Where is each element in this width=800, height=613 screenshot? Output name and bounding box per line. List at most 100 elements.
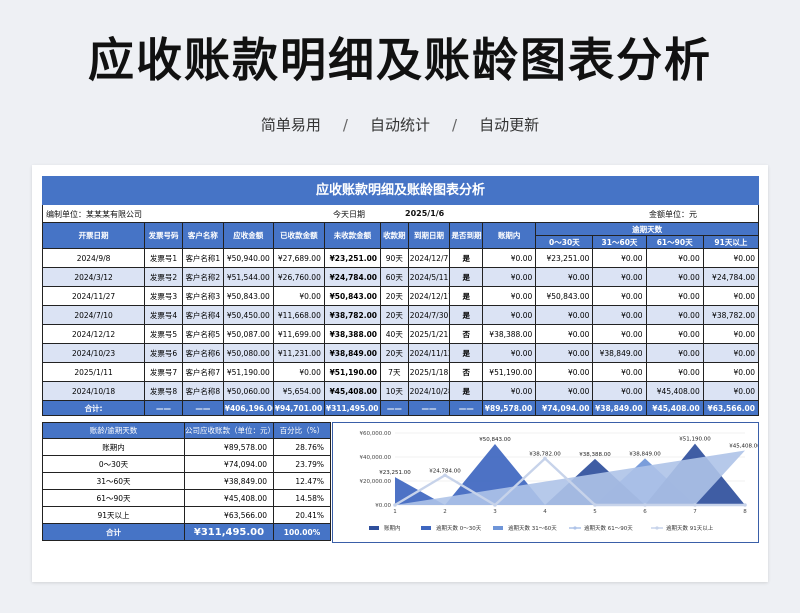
total-cell: ¥94,701.00 <box>272 400 325 416</box>
col-header-overdue: 逾期天数 <box>535 222 759 236</box>
page-title: 应收账款明细及账龄图表分析 <box>88 33 712 87</box>
table-cell: 客户名称3 <box>181 286 224 306</box>
table-cell: 10天 <box>380 381 409 401</box>
sum-header: 账龄/逾期天数 <box>42 422 185 439</box>
table-row: 2025/1/11 发票号7 客户名称7 ¥51,190.00 ¥0.00 ¥51,190… <box>41 362 760 382</box>
table-cell: 客户名称5 <box>181 324 224 344</box>
x-tick-label: 5 <box>593 509 597 515</box>
col-header-aging: 91天以上 <box>702 235 760 249</box>
legend-swatch-point <box>573 526 577 530</box>
today-label: 今天日期 <box>333 210 365 219</box>
aging-chart: ¥0.00 ¥20,000.00 ¥40,000.00 ¥60,000.00 1 2 3 4 5… <box>332 422 759 543</box>
table-cell: 2024/10/18 <box>41 381 146 401</box>
summary-cell: ¥63,566.00 <box>184 506 274 524</box>
table-cell: ¥50,843.00 <box>222 286 274 306</box>
table-cell: ¥38,388.00 <box>323 324 382 344</box>
summary-cell: ¥45,408.00 <box>184 489 274 507</box>
table-cell: 2024/9/8 <box>41 248 146 268</box>
org-label: 编制单位：某某某有限公司 <box>46 210 142 219</box>
spreadsheet-preview: 应收账款明细及账龄图表分析 编制单位：某某某有限公司 今天日期 2025/1/6… <box>32 165 768 582</box>
table-cell: ¥50,843.00 <box>535 286 594 306</box>
table-cell: ¥51,190.00 <box>482 362 537 382</box>
series-point <box>593 503 597 507</box>
table-cell: 是 <box>449 267 484 287</box>
legend-label: 逾期天数 31～60天 <box>508 524 557 532</box>
x-tick-label: 3 <box>493 509 497 515</box>
table-cell: ¥50,087.00 <box>222 324 274 344</box>
table-cell: 2024/12/12 <box>41 324 146 344</box>
table-cell: 发票号7 <box>144 362 183 382</box>
table-cell: ¥0.00 <box>592 305 647 325</box>
table-cell: ¥45,408.00 <box>323 381 382 401</box>
table-cell: 2024/3/12 <box>41 267 146 287</box>
table-cell: 发票号3 <box>144 286 183 306</box>
table-row: 2024/7/10 发票号4 客户名称4 ¥50,450.00 ¥11,668.00 ¥3… <box>41 305 760 325</box>
table-cell: ¥0.00 <box>702 362 760 382</box>
table-cell: 90天 <box>380 248 409 268</box>
table-cell: 20天 <box>380 286 409 306</box>
y-tick-label: ¥60,000.00 <box>360 431 392 437</box>
series-point <box>443 473 447 478</box>
table-cell: 否 <box>449 324 484 344</box>
table-cell: ¥50,080.00 <box>222 343 274 363</box>
x-tick-label: 1 <box>393 509 397 515</box>
table-cell: ¥0.00 <box>482 305 537 325</box>
series-point <box>493 503 497 507</box>
table-cell: ¥50,940.00 <box>222 248 274 268</box>
total-cell: —— <box>181 400 224 416</box>
x-tick-label: 2 <box>443 509 447 515</box>
data-label: ¥45,408.00 <box>729 444 758 450</box>
aging-summary-table: 账龄/逾期天数 公司应收账款（单位：元） 百分比（%） 账期内 ¥89,578.0… <box>42 422 331 541</box>
table-cell: 2025/1/21 <box>407 324 451 344</box>
table-cell: 2025/1/11 <box>41 362 146 382</box>
total-cell: ¥406,196.00 <box>222 400 274 416</box>
table-cell: ¥0.00 <box>535 343 594 363</box>
table-total-row: 合计: —— —— ¥406,196.00 ¥94,701.00 ¥311,495.00—… <box>41 400 760 416</box>
table-row: 2024/11/27 发票号3 客户名称3 ¥50,843.00 ¥0.00 ¥50,84… <box>41 286 760 306</box>
col-header: 账期内 <box>482 222 537 249</box>
summary-cell: 20.41% <box>273 506 331 524</box>
legend-swatch-point <box>655 526 659 530</box>
table-cell: ¥0.00 <box>272 286 325 306</box>
sum-total-percent: 100.00% <box>273 523 331 541</box>
table-cell: ¥0.00 <box>535 267 594 287</box>
summary-cell: 12.47% <box>273 472 331 490</box>
data-label: ¥23,251.00 <box>379 470 411 476</box>
table-cell: 是 <box>449 305 484 325</box>
table-cell: ¥0.00 <box>702 343 760 363</box>
tag-auto-stat: 自动统计 <box>369 116 430 134</box>
separator: / <box>452 116 458 134</box>
data-label: ¥38,388.00 <box>579 452 611 458</box>
table-cell: ¥0.00 <box>535 324 594 344</box>
table-cell: ¥0.00 <box>592 381 647 401</box>
table-cell: 客户名称4 <box>181 305 224 325</box>
table-cell: 2024/12/17 <box>407 286 451 306</box>
table-cell: 60天 <box>380 267 409 287</box>
table-cell: 客户名称6 <box>181 343 224 363</box>
x-tick-label: 4 <box>543 509 547 515</box>
data-label: ¥51,190.00 <box>679 437 711 443</box>
col-header: 发票号码 <box>144 222 183 249</box>
table-cell: 否 <box>449 362 484 382</box>
y-tick-label: ¥0.00 <box>375 503 391 509</box>
line-series <box>394 456 745 507</box>
summary-cell: 账期内 <box>42 438 185 456</box>
table-cell: ¥0.00 <box>482 286 537 306</box>
data-label: ¥24,784.00 <box>429 468 461 474</box>
table-cell: ¥0.00 <box>592 248 647 268</box>
table-cell: ¥0.00 <box>592 286 647 306</box>
table-cell: 40天 <box>380 324 409 344</box>
table-cell: ¥0.00 <box>645 362 704 382</box>
sum-header: 公司应收账款（单位：元） <box>184 422 275 439</box>
summary-cell: ¥89,578.00 <box>184 438 274 456</box>
table-row: 2024/9/8 发票号1 客户名称1 ¥50,940.00 ¥27,689.00 ¥23… <box>41 248 760 268</box>
table-cell: ¥27,689.00 <box>272 248 325 268</box>
table-cell: 2024/10/28 <box>407 381 451 401</box>
table-cell: 发票号4 <box>144 305 183 325</box>
table-cell: ¥50,450.00 <box>222 305 274 325</box>
series-point <box>693 503 697 507</box>
series-point <box>743 503 747 507</box>
table-cell: 2025/1/18 <box>407 362 451 382</box>
table-cell: 20天 <box>380 343 409 363</box>
table-cell: ¥51,190.00 <box>222 362 274 382</box>
